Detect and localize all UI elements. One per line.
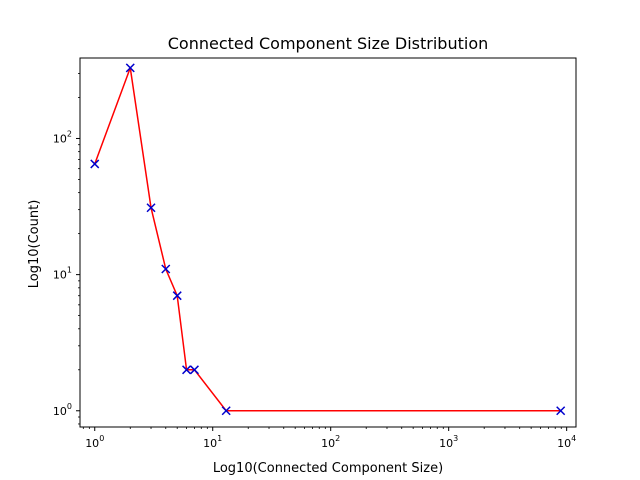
data-point-marker [146, 203, 156, 213]
y-axis-label: Log10(Count) [27, 200, 42, 289]
x-axis-label: Log10(Connected Component Size) [213, 461, 443, 476]
data-point-marker [161, 264, 171, 274]
data-point-marker [90, 159, 100, 169]
data-point-marker [556, 406, 566, 416]
data-point-marker [189, 365, 199, 375]
axes-frame [79, 57, 577, 428]
chart-title: Connected Component Size Distribution [168, 34, 489, 53]
data-point-marker [182, 365, 192, 375]
data-point-marker [125, 63, 135, 73]
plot-area [90, 63, 566, 416]
data-point-marker [221, 406, 231, 416]
data-point-marker [172, 291, 182, 301]
